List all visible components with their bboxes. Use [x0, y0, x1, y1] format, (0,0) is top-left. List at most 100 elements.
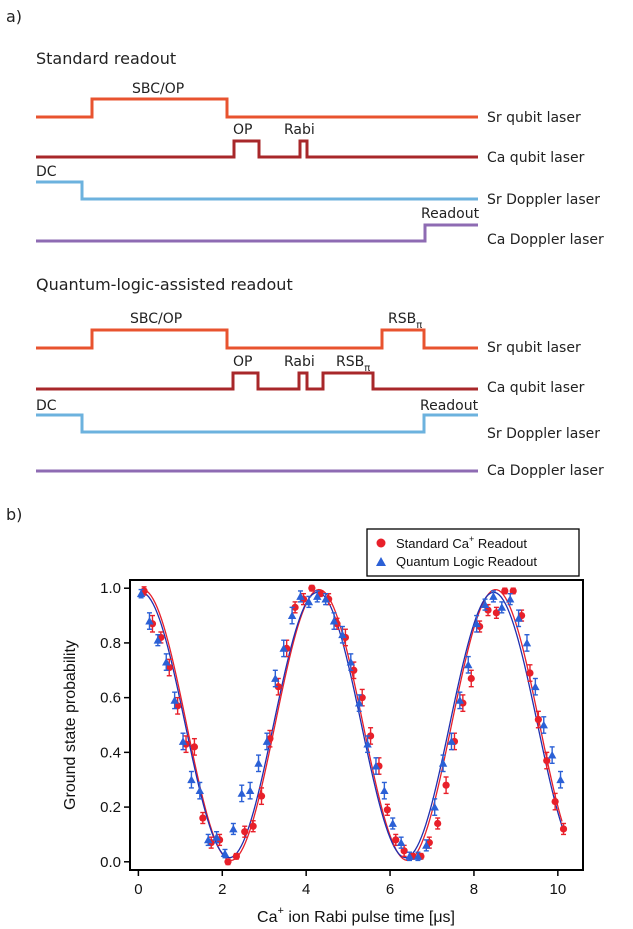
triangle-marker	[304, 597, 314, 606]
ql-rsb-ca-main: RSB	[336, 354, 364, 370]
quantum-point	[279, 639, 288, 658]
quantum-point	[321, 592, 330, 606]
quantum-point	[237, 784, 246, 803]
quantum-point	[329, 612, 339, 630]
std-ca-doppler-trace	[36, 223, 478, 243]
panel-a-label: a)	[6, 7, 22, 26]
quantum-point	[346, 653, 356, 671]
triangle-marker	[438, 759, 448, 767]
quantum-point	[396, 836, 406, 849]
quantum-point	[271, 669, 280, 688]
triangle-marker	[505, 594, 515, 603]
standard-point	[165, 658, 173, 677]
circle-marker	[559, 825, 568, 833]
triangle-marker	[497, 603, 507, 611]
triangle-marker	[422, 841, 431, 849]
y-tick-label: 1.0	[100, 580, 121, 597]
triangle-marker	[203, 835, 213, 844]
standard-point	[543, 751, 551, 770]
standard-point	[190, 737, 199, 756]
standard-point	[266, 729, 274, 748]
triangle-marker	[464, 660, 473, 669]
ql-pulse-readout: Readout	[420, 398, 479, 414]
triangle-marker	[279, 644, 288, 652]
quantum-point	[363, 735, 372, 754]
triangle-marker	[153, 635, 163, 644]
triangle-marker	[455, 696, 465, 704]
std-ca-doppler-label: Ca Doppler laser	[487, 232, 604, 248]
ql-pulse-rabi: Rabi	[284, 354, 315, 370]
quantum-point	[203, 833, 213, 847]
x-title-ca: Ca	[257, 909, 278, 926]
y-tick-label: 0.0	[100, 854, 121, 871]
triangle-marker	[413, 852, 423, 860]
x-tick-label: 0	[134, 881, 142, 898]
triangle-marker	[136, 589, 146, 598]
circle-marker	[467, 674, 475, 683]
quantum-point	[497, 601, 507, 614]
quantum-point	[430, 798, 439, 816]
x-tick-label: 6	[386, 881, 394, 898]
triangle-marker	[338, 630, 347, 639]
standard-point	[383, 803, 391, 816]
triangle-marker	[489, 592, 498, 600]
quantum-point	[371, 757, 381, 775]
circle-marker	[509, 587, 517, 595]
x-tick-label: 8	[470, 881, 478, 898]
standard-point	[291, 601, 299, 614]
standard-heading: Standard readout	[36, 49, 176, 68]
quantum-point	[522, 634, 532, 652]
circle-marker	[274, 683, 282, 691]
circle-marker	[199, 814, 207, 822]
quantum-point	[296, 590, 305, 603]
circle-marker	[400, 847, 408, 855]
circle-marker	[241, 828, 249, 836]
x-axis-title: Ca+ ion Rabi pulse time [μs]	[257, 905, 455, 926]
ql-rsb-sr-sub: π	[416, 320, 422, 331]
quantum-logic-heading: Quantum-logic-assisted readout	[36, 275, 293, 294]
standard-point	[392, 833, 400, 847]
quantum-point	[338, 625, 347, 644]
quantum-point	[480, 598, 490, 611]
circle-marker	[501, 587, 509, 595]
std-sr-doppler-trace	[36, 180, 478, 201]
quantum-point	[505, 592, 515, 606]
triangle-marker	[229, 824, 238, 833]
legend: Standard Ca+ Readout Quantum Logic Reado…	[366, 528, 580, 577]
circle-marker	[383, 806, 391, 814]
panel-b-label: b)	[6, 505, 22, 524]
triangle-marker	[245, 786, 255, 795]
ql-ca-qubit-trace	[36, 371, 478, 391]
x-tick-label: 4	[302, 881, 310, 898]
standard-point	[366, 727, 375, 745]
triangle-marker	[371, 761, 381, 770]
data-points	[136, 584, 568, 866]
triangle-marker	[178, 737, 188, 745]
ql-ca-qubit-label: Ca qubit laser	[487, 380, 585, 396]
rabi-chart: 0 2 4 6 8 10 0.0 0.2 0.4 0.6 0.8 1.0 Ground state p…	[62, 528, 584, 926]
ql-pulse-sbc-op: SBC/OP	[130, 311, 182, 327]
triangle-marker	[195, 786, 205, 795]
circle-marker	[308, 584, 316, 592]
ql-pulse-rsb-ca: RSBπ	[336, 354, 370, 374]
circle-marker	[492, 609, 501, 617]
quantum-point	[162, 653, 171, 671]
quantum-point	[187, 770, 196, 789]
circle-marker	[249, 822, 257, 830]
triangle-marker	[145, 616, 154, 625]
quantum-point	[539, 716, 548, 734]
std-ca-qubit-trace	[36, 139, 478, 159]
triangle-marker	[287, 611, 297, 619]
triangle-marker	[162, 657, 171, 666]
legend-box	[366, 528, 580, 577]
circle-marker	[484, 606, 492, 614]
circle-marker	[257, 792, 266, 800]
triangle-marker	[220, 849, 230, 857]
standard-point	[308, 584, 316, 592]
ql-sr-qubit-trace	[36, 328, 478, 350]
triangle-marker	[447, 737, 456, 745]
y-tick-label: 0.2	[100, 799, 121, 816]
quantum-point	[170, 691, 179, 710]
circle-marker	[534, 715, 542, 724]
plot-frame	[129, 579, 584, 871]
